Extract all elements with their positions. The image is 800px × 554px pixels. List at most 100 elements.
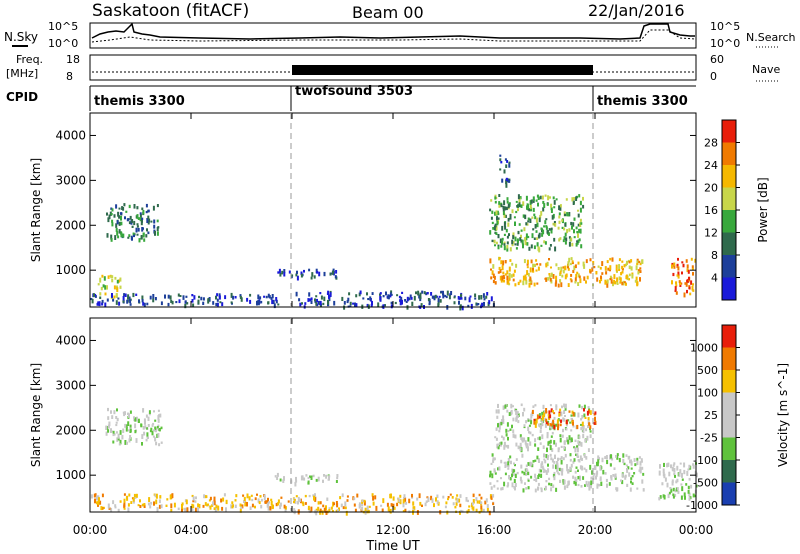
- echo-cell: [515, 263, 518, 268]
- echo-cell: [160, 426, 163, 430]
- echo-cell: [511, 482, 514, 488]
- echo-cell: [359, 290, 362, 295]
- echo-cell: [128, 221, 131, 225]
- echo-cell: [593, 465, 596, 470]
- echo-cell: [553, 440, 556, 445]
- echo-cell: [386, 502, 389, 507]
- echo-cell: [513, 462, 515, 465]
- echo-cell: [241, 504, 244, 509]
- echo-cell: [328, 509, 331, 512]
- echo-cell: [304, 502, 307, 505]
- echo-cell: [106, 233, 109, 238]
- echo-cell: [621, 265, 624, 270]
- echo-cell: [620, 479, 622, 482]
- echo-cell: [263, 496, 266, 501]
- echo-cell: [499, 275, 502, 281]
- echo-cell: [557, 471, 560, 475]
- echo-cell: [533, 478, 536, 481]
- echo-cell: [150, 427, 153, 430]
- echo-cell: [170, 508, 173, 512]
- echo-cell: [550, 408, 553, 413]
- echo-cell: [510, 274, 513, 278]
- echo-cell: [686, 264, 689, 269]
- echo-cell: [576, 231, 579, 234]
- echo-cell: [496, 221, 499, 226]
- echo-cell: [666, 463, 669, 468]
- echo-cell: [583, 276, 586, 281]
- echo-cell: [143, 418, 146, 423]
- echo-cell: [518, 197, 521, 203]
- echo-cell: [181, 508, 183, 513]
- echo-cell: [572, 200, 575, 205]
- echo-cell: [668, 491, 671, 495]
- echo-cell: [476, 500, 479, 504]
- echo-cell: [564, 406, 567, 411]
- echo-cell: [671, 467, 674, 472]
- echo-cell: [314, 497, 317, 502]
- echo-cell: [146, 218, 149, 223]
- echo-cell: [581, 465, 584, 471]
- echo-cell: [436, 500, 439, 505]
- echo-cell: [687, 485, 690, 490]
- echo-cell: [208, 499, 211, 502]
- echo-cell: [490, 486, 493, 490]
- echo-cell: [583, 453, 586, 458]
- echo-cell: [159, 495, 162, 499]
- echo-cell: [104, 292, 107, 296]
- echo-cell: [364, 507, 367, 511]
- echo-cell: [96, 495, 98, 501]
- echo-cell: [315, 510, 318, 516]
- echo-cell: [546, 261, 549, 267]
- echo-cell: [639, 267, 642, 270]
- echo-cell: [686, 470, 689, 476]
- echo-cell: [536, 282, 539, 285]
- echo-cell: [623, 264, 626, 268]
- echo-cell: [561, 471, 564, 476]
- echo-cell: [314, 300, 317, 304]
- echo-cell: [542, 404, 545, 410]
- echo-cell: [601, 457, 604, 463]
- echo-cell: [563, 445, 566, 450]
- echo-cell: [564, 403, 567, 409]
- echo-cell: [120, 216, 122, 221]
- echo-cell: [559, 434, 562, 437]
- echo-cell: [494, 196, 497, 200]
- echo-cell: [510, 460, 512, 465]
- freq-panel-frame: [89, 54, 697, 81]
- echo-cell: [509, 247, 512, 252]
- echo-cell: [269, 506, 272, 511]
- echo-cell: [515, 210, 518, 214]
- echo-cell: [573, 229, 575, 234]
- echo-cell: [630, 459, 633, 462]
- echo-cell: [411, 301, 414, 306]
- echo-cell: [99, 500, 102, 505]
- echo-cell: [232, 295, 235, 300]
- echo-cell: [403, 494, 406, 499]
- echo-cell: [541, 419, 544, 423]
- echo-cell: [273, 303, 276, 309]
- cpid-mode-1: themis 3300: [94, 94, 185, 109]
- echo-cell: [507, 203, 510, 209]
- echo-cell: [136, 223, 139, 226]
- echo-cell: [598, 483, 601, 487]
- echo-cell: [418, 294, 421, 299]
- echo-cell: [544, 194, 547, 197]
- echo-cell: [559, 237, 562, 240]
- echo-cell: [563, 485, 566, 490]
- echo-cell: [514, 236, 517, 242]
- echo-cell: [524, 240, 527, 246]
- echo-cell: [672, 487, 675, 492]
- echo-cell: [111, 293, 113, 298]
- echo-cell: [624, 475, 627, 480]
- echo-cell: [259, 495, 262, 498]
- echo-cell: [136, 225, 139, 228]
- echo-cell: [537, 437, 540, 440]
- echo-cell: [401, 299, 403, 305]
- echo-cell: [636, 282, 639, 286]
- echo-cell: [602, 469, 605, 475]
- echo-cell: [496, 210, 499, 216]
- echo-cell: [478, 295, 481, 300]
- echo-cell: [532, 460, 535, 463]
- echo-cell: [478, 493, 481, 497]
